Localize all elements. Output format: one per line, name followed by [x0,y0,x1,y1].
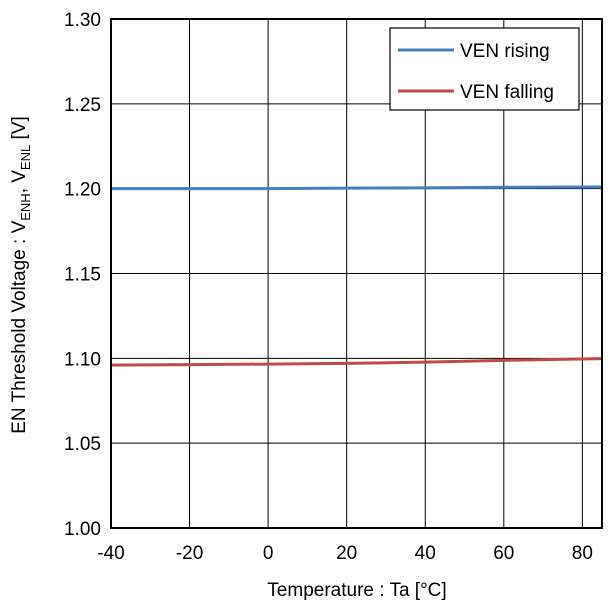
x-tick-label: -40 [97,543,124,564]
series-line-ven-falling [110,357,603,367]
x-tick-label: -20 [176,543,203,564]
y-axis-title-mid: , V [9,170,30,194]
x-tick-label: 20 [336,543,357,564]
x-axis-title: Temperature : Ta [°C] [267,580,446,601]
x-tick-labels: -40 -20 0 20 40 60 80 [97,543,593,564]
x-tick-label: 60 [493,543,514,564]
legend-label-ven-rising: VEN rising [460,41,550,62]
y-tick-label: 1.00 [64,519,101,540]
x-tick-label: 0 [263,543,274,564]
y-axis-title: EN Threshold Voltage : VENH, VENL [V] [9,116,33,434]
y-axis-title-sub1: ENH [18,193,33,220]
y-axis-title-main: EN Threshold Voltage : V [9,220,30,433]
y-tick-label: 1.05 [64,434,101,455]
legend: VEN rising VEN falling [389,27,580,111]
y-tick-label: 1.10 [64,349,101,370]
y-axis-title-sub2: ENL [18,145,33,170]
legend-box [389,27,580,111]
series-layer [110,185,603,367]
y-tick-label: 1.25 [64,95,101,116]
y-axis-title-end: [V] [9,116,30,145]
y-tick-labels: 1.00 1.05 1.10 1.15 1.20 1.25 1.30 [64,10,101,540]
y-tick-label: 1.20 [64,180,101,201]
x-tick-label: 80 [572,543,593,564]
x-tick-label: 40 [415,543,436,564]
legend-label-ven-falling: VEN falling [460,82,554,103]
y-tick-label: 1.15 [64,265,101,286]
y-tick-label: 1.30 [64,10,101,31]
series-line-ven-rising [111,185,603,191]
plot-frame [110,18,603,529]
